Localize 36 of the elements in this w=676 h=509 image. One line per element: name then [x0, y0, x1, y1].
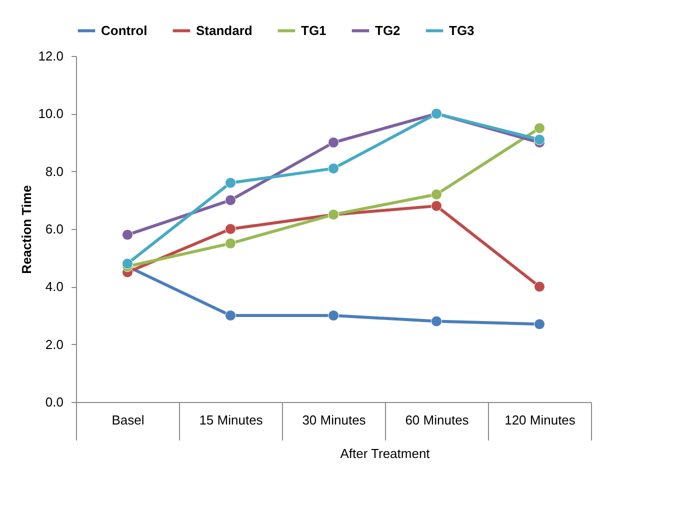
x-tick-label: 30 Minutes: [302, 412, 366, 428]
point: [328, 137, 339, 148]
point: [534, 134, 545, 146]
y-tick-label: 8.0: [45, 164, 64, 179]
point: [122, 258, 133, 270]
legend-label: TG2: [375, 22, 400, 38]
text: After Treatment: [340, 446, 430, 461]
point: [225, 310, 236, 321]
legend-label: TG1: [301, 22, 326, 38]
y-axis-title: Reaction Time: [19, 185, 34, 274]
x-tick-label: 60 Minutes: [405, 412, 470, 428]
legend-label: TG3: [449, 22, 474, 38]
y-tick-label: 10.0: [38, 106, 64, 122]
x-tick-label: Basel: [112, 412, 144, 428]
point: [225, 194, 236, 206]
point: [534, 122, 545, 134]
point: [225, 224, 236, 234]
point: [534, 281, 545, 292]
point: [431, 316, 442, 327]
y-tick-label: 4.0: [45, 279, 64, 294]
point: [328, 310, 339, 321]
y-tick-label: 0.0: [45, 394, 64, 410]
point: [225, 177, 236, 188]
y-tick-label: 6.0: [45, 222, 64, 236]
x-tick-label: 15 Minutes: [199, 412, 264, 428]
y-tick-label: 12.0: [38, 48, 64, 64]
point: [534, 318, 545, 330]
point: [431, 200, 442, 212]
x-tick-label: 120 Minutes: [504, 412, 576, 428]
point: [431, 188, 442, 200]
point: [122, 229, 133, 240]
point: [328, 162, 339, 174]
y-tick-label: 2.0: [45, 336, 64, 352]
point: [225, 238, 236, 249]
legend-label: Standard: [196, 22, 252, 38]
legend-label: Control: [101, 22, 148, 38]
